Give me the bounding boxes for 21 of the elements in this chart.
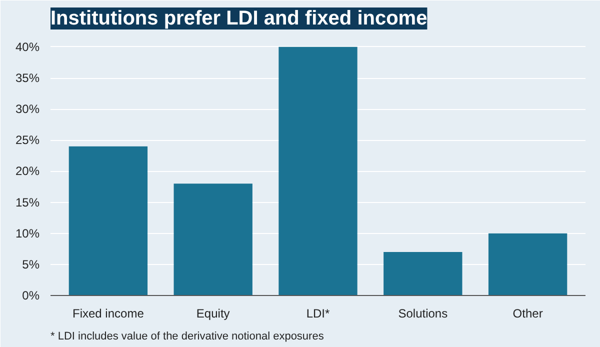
y-tick-label: 30% — [15, 102, 40, 116]
bar — [488, 233, 568, 296]
bar — [174, 184, 252, 296]
y-tick-label: 15% — [15, 195, 40, 210]
x-tick-label: Solutions — [398, 306, 448, 320]
bar — [278, 46, 358, 296]
x-tick-label: LDI* — [306, 306, 330, 320]
x-tick-label: Fixed income — [72, 306, 144, 320]
y-tick-label: 10% — [15, 226, 40, 240]
y-tick-label: 25% — [15, 133, 40, 148]
x-tick-label: Equity — [196, 306, 230, 320]
y-tick-label: 0% — [22, 288, 40, 302]
y-tick-label: 20% — [15, 164, 40, 178]
y-tick-label: 5% — [22, 257, 40, 272]
bar — [68, 146, 148, 296]
chart-title: Institutions prefer LDI and fixed income — [50, 8, 428, 30]
y-tick-label: 40% — [15, 40, 40, 54]
bar — [384, 252, 462, 296]
y-tick-label: 35% — [15, 71, 40, 85]
x-tick-label: Other — [512, 306, 543, 320]
text: * LDI includes value of the derivative notional exposures — [50, 330, 324, 342]
